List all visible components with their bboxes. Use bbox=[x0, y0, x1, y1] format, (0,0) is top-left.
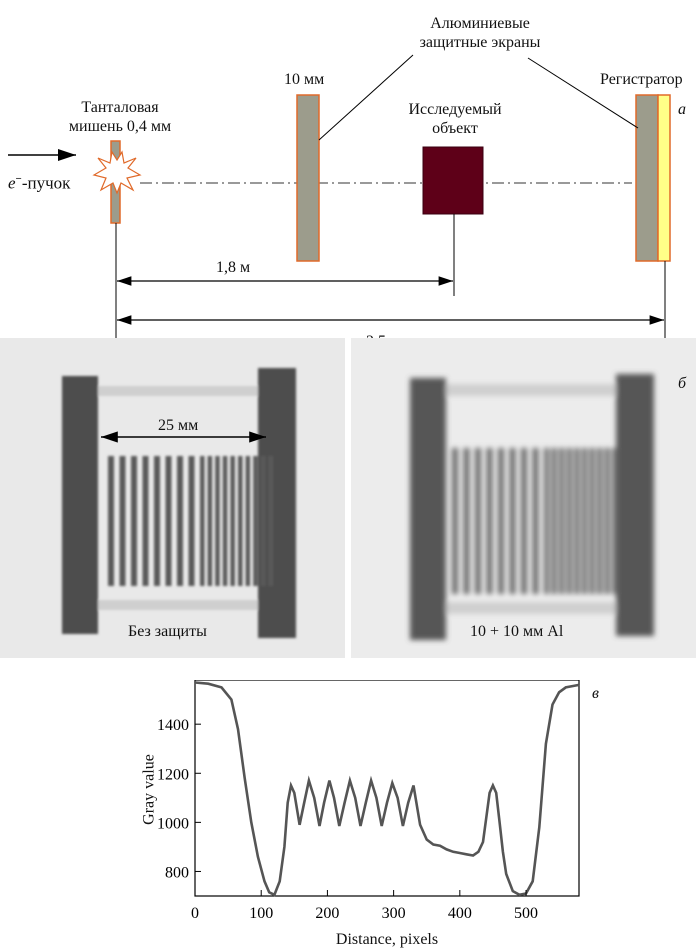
test-object bbox=[422, 146, 484, 215]
line-pair-bar bbox=[532, 448, 539, 594]
line-pair-bar bbox=[200, 456, 205, 586]
y-tick-label: 1000 bbox=[157, 815, 189, 832]
registrator-label: Регистратор bbox=[600, 71, 683, 88]
y-tick-label: 1400 bbox=[157, 717, 189, 734]
al-screens-label: Алюминиевые защитные экраны bbox=[380, 14, 580, 52]
x-axis-ticks: 0 100 200 300 400 500 bbox=[191, 890, 538, 922]
beam-label: e−-пучок bbox=[8, 173, 71, 193]
x-tick-label: 300 bbox=[382, 905, 406, 922]
screen-thickness-label: 10 мм bbox=[284, 71, 325, 88]
line-pair-bar bbox=[574, 448, 580, 594]
line-pair-bar bbox=[142, 456, 149, 586]
caption-with-shield: 10 + 10 мм Al bbox=[470, 623, 564, 640]
x-tick-label: 200 bbox=[315, 905, 339, 922]
object-line-1: Исследуемый bbox=[408, 101, 502, 118]
setup-diagram bbox=[8, 54, 671, 356]
x-axis-label: Distance, pixels bbox=[335, 931, 439, 948]
distance-object-label: 1,8 м bbox=[216, 259, 251, 276]
line-pair-bar bbox=[230, 456, 235, 586]
y-axis-label: Gray value bbox=[140, 754, 158, 825]
y-axis-ticks: 800 1000 1200 1400 bbox=[157, 717, 201, 881]
line-pair-bar bbox=[188, 456, 195, 586]
radiograph-panel bbox=[0, 338, 696, 658]
line-pair-bar bbox=[177, 456, 183, 586]
frame-bar-top bbox=[98, 386, 268, 396]
line-pair-bar bbox=[463, 448, 470, 594]
leader-line-2 bbox=[527, 57, 639, 129]
line-pair-bar bbox=[215, 456, 220, 586]
line-pair-bar bbox=[108, 456, 114, 586]
x-tick-label: 500 bbox=[514, 905, 538, 922]
line-pair-bar bbox=[498, 448, 504, 594]
frame-bar-bottom bbox=[98, 600, 268, 610]
frame-bar-bottom-shielded bbox=[446, 602, 624, 614]
al-screen-1 bbox=[296, 94, 320, 262]
al-screens-line-2: защитные экраны bbox=[419, 34, 541, 51]
right-post-shielded bbox=[616, 374, 654, 636]
object-line-2: объект bbox=[432, 120, 478, 137]
line-pair-bar bbox=[475, 448, 481, 594]
line-pair-bar bbox=[452, 448, 458, 594]
profile-line bbox=[194, 681, 580, 897]
line-pair-bar bbox=[207, 456, 213, 586]
panel-label-c: в bbox=[592, 685, 599, 702]
line-pair-bar bbox=[238, 456, 243, 586]
panel-label-a: а bbox=[678, 101, 686, 118]
line-pair-bar bbox=[589, 448, 595, 594]
line-pair-bar bbox=[612, 448, 618, 594]
line-pair-bar bbox=[566, 448, 572, 594]
electron-symbol: e bbox=[8, 173, 16, 193]
line-pair-bar bbox=[486, 448, 493, 594]
line-pair-bar bbox=[253, 456, 258, 586]
radiograph-no-shield bbox=[0, 338, 345, 658]
tantalum-target-label: Танталовая мишень 0,4 мм bbox=[50, 98, 190, 136]
left-post bbox=[62, 376, 98, 634]
x-tick-label: 100 bbox=[249, 905, 273, 922]
beam-text: пучок bbox=[27, 173, 71, 193]
al-screens-line-1: Алюминиевые bbox=[430, 15, 530, 32]
panel-label-b: б bbox=[678, 375, 687, 392]
line-pair-bar bbox=[260, 456, 266, 586]
tantalum-line-1: Танталовая bbox=[81, 99, 159, 116]
line-pair-bar bbox=[551, 448, 557, 594]
plot-frame bbox=[194, 680, 580, 897]
line-pair-bar bbox=[165, 456, 172, 586]
line-pair-bar bbox=[582, 448, 587, 594]
line-pair-bar bbox=[245, 456, 251, 586]
profile-chart: 0 100 200 300 400 500 800 1000 1200 1400 bbox=[157, 680, 580, 922]
line-pair-bar bbox=[131, 456, 137, 586]
frame-bar-top-shielded bbox=[446, 384, 624, 396]
line-pair-bar bbox=[509, 448, 516, 594]
y-tick-label: 800 bbox=[165, 864, 189, 881]
leader-line-1 bbox=[318, 54, 414, 141]
left-post-shielded bbox=[410, 378, 446, 640]
width-label: 25 мм bbox=[158, 417, 199, 434]
caption-no-shield: Без защиты bbox=[128, 623, 207, 640]
line-pair-bar bbox=[597, 448, 603, 594]
line-pair-bar bbox=[119, 456, 126, 586]
object-label: Исследуемый объект bbox=[380, 100, 530, 138]
x-tick-label: 400 bbox=[448, 905, 472, 922]
line-pair-bar bbox=[559, 448, 565, 594]
line-pairs bbox=[108, 456, 273, 586]
line-pairs-shielded bbox=[452, 448, 618, 594]
x-tick-label: 0 bbox=[191, 905, 199, 922]
line-pair-bar bbox=[544, 448, 549, 594]
registrator bbox=[657, 94, 671, 262]
al-screen-2 bbox=[635, 94, 659, 262]
y-tick-label: 1200 bbox=[157, 766, 189, 783]
line-pair-bar bbox=[222, 456, 228, 586]
tantalum-line-2: мишень 0,4 мм bbox=[68, 118, 172, 135]
line-pair-bar bbox=[154, 456, 160, 586]
line-pair-bar bbox=[604, 448, 610, 594]
burst-icon bbox=[92, 150, 142, 195]
line-pair-bar bbox=[268, 456, 273, 586]
line-pair-bar bbox=[521, 448, 527, 594]
radiograph-with-shield bbox=[351, 338, 696, 658]
